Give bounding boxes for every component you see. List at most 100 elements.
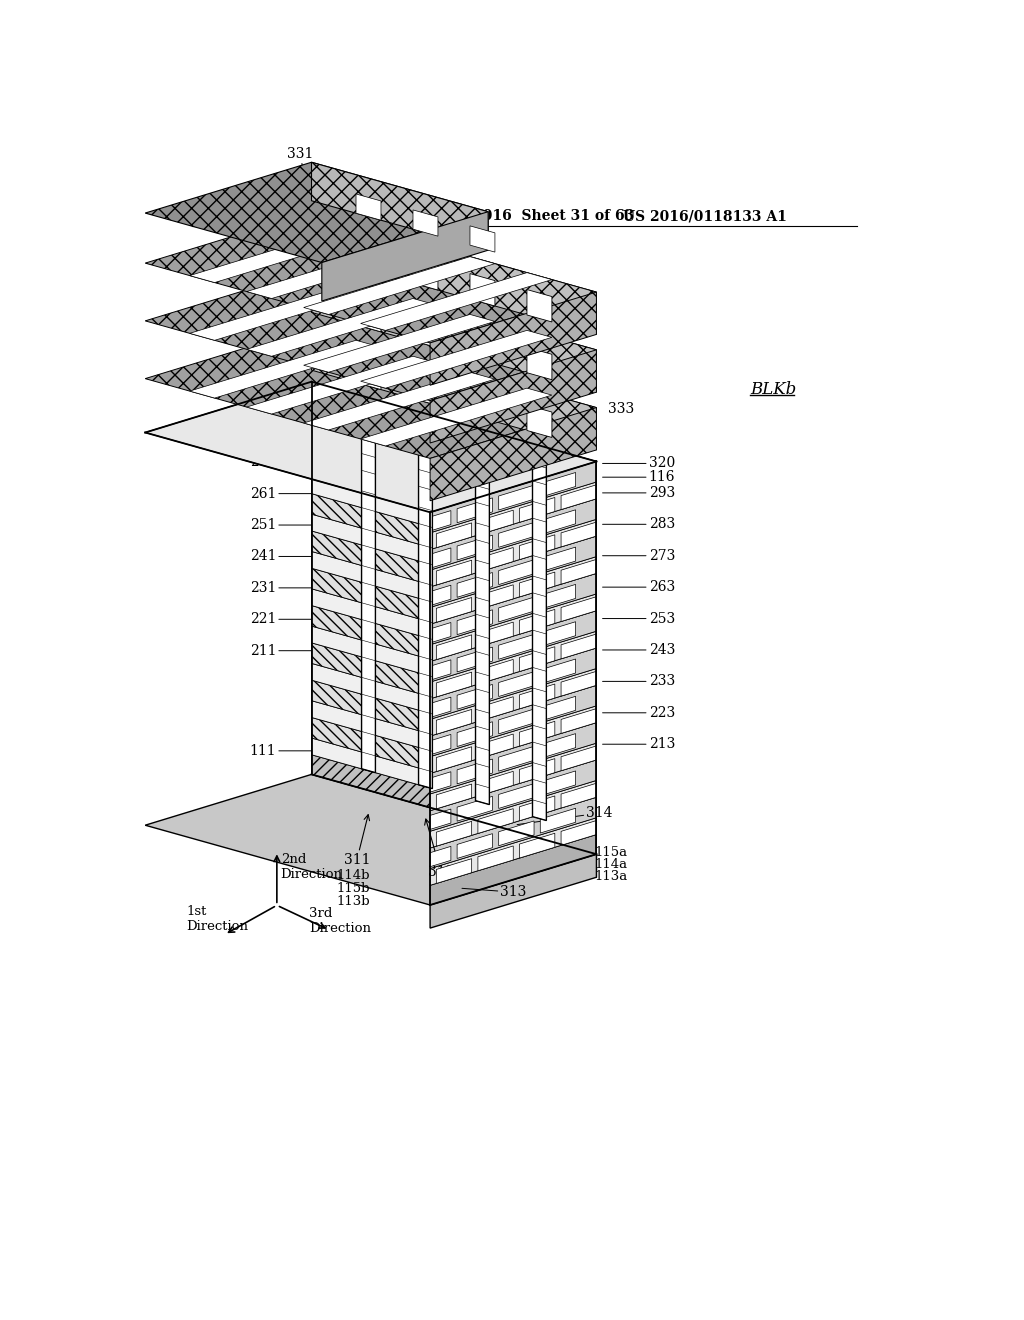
Polygon shape [519, 498, 555, 523]
Polygon shape [304, 314, 495, 372]
Text: 115a: 115a [595, 846, 628, 859]
Polygon shape [430, 706, 596, 774]
Polygon shape [436, 635, 472, 660]
Polygon shape [436, 747, 472, 771]
Polygon shape [541, 622, 575, 647]
Text: Fig.  32: Fig. 32 [374, 269, 504, 301]
Polygon shape [430, 660, 451, 680]
Text: 115b: 115b [336, 882, 370, 895]
Text: 320: 320 [602, 457, 675, 470]
Text: US 2016/0118133 A1: US 2016/0118133 A1 [624, 209, 787, 223]
Polygon shape [430, 834, 596, 906]
Polygon shape [519, 684, 555, 709]
Text: 223: 223 [602, 706, 675, 719]
Polygon shape [561, 672, 596, 696]
Polygon shape [311, 718, 596, 818]
Polygon shape [478, 734, 513, 759]
Polygon shape [457, 573, 493, 598]
Polygon shape [430, 668, 596, 737]
Polygon shape [430, 854, 596, 928]
Text: 333: 333 [608, 403, 634, 417]
Polygon shape [413, 374, 438, 405]
Polygon shape [561, 634, 596, 659]
Polygon shape [527, 289, 552, 322]
Polygon shape [457, 722, 493, 747]
Polygon shape [430, 697, 451, 718]
Polygon shape [145, 775, 596, 906]
Polygon shape [311, 568, 596, 668]
Polygon shape [311, 513, 596, 611]
Text: 233: 233 [602, 675, 675, 689]
Polygon shape [145, 327, 596, 458]
Text: 331: 331 [288, 147, 313, 202]
Polygon shape [436, 859, 472, 883]
Polygon shape [430, 292, 596, 385]
Polygon shape [457, 685, 493, 709]
Polygon shape [532, 444, 547, 821]
Polygon shape [430, 511, 451, 531]
Polygon shape [519, 759, 555, 784]
Polygon shape [189, 341, 381, 399]
Polygon shape [561, 597, 596, 622]
Polygon shape [247, 240, 438, 298]
Polygon shape [311, 403, 596, 499]
Polygon shape [356, 242, 381, 275]
Polygon shape [430, 557, 596, 624]
Polygon shape [356, 300, 381, 331]
Polygon shape [430, 809, 451, 829]
Polygon shape [430, 611, 596, 682]
Polygon shape [311, 701, 596, 797]
Polygon shape [499, 709, 535, 734]
Polygon shape [311, 477, 596, 573]
Polygon shape [499, 672, 535, 697]
Polygon shape [436, 784, 472, 809]
Polygon shape [145, 162, 488, 263]
Polygon shape [311, 606, 596, 706]
Polygon shape [457, 535, 493, 560]
Polygon shape [457, 647, 493, 672]
Polygon shape [499, 635, 535, 659]
Polygon shape [478, 622, 513, 647]
Polygon shape [519, 796, 555, 821]
Polygon shape [519, 572, 555, 597]
Polygon shape [311, 162, 488, 251]
Text: 116: 116 [602, 470, 675, 484]
Text: 114a: 114a [595, 858, 628, 871]
Polygon shape [430, 482, 596, 549]
Polygon shape [430, 623, 451, 643]
Polygon shape [541, 473, 575, 498]
Polygon shape [311, 664, 596, 760]
Polygon shape [189, 282, 381, 341]
Text: 332: 332 [548, 290, 574, 359]
Polygon shape [311, 589, 596, 685]
Text: 273: 273 [602, 549, 675, 562]
Text: 113b: 113b [336, 895, 370, 908]
Text: 263: 263 [602, 579, 675, 594]
Polygon shape [541, 734, 575, 759]
Polygon shape [541, 771, 575, 796]
Polygon shape [430, 350, 596, 444]
Polygon shape [311, 457, 596, 557]
Polygon shape [430, 846, 451, 867]
Polygon shape [430, 585, 451, 606]
Polygon shape [247, 298, 438, 356]
Polygon shape [145, 213, 596, 343]
Polygon shape [430, 760, 596, 832]
Polygon shape [478, 585, 513, 610]
Polygon shape [478, 697, 513, 722]
Polygon shape [436, 672, 472, 697]
Polygon shape [499, 784, 535, 808]
Polygon shape [541, 659, 575, 684]
Polygon shape [519, 610, 555, 634]
Polygon shape [561, 523, 596, 546]
Text: 2nd
Direction: 2nd Direction [281, 853, 343, 880]
Text: 111: 111 [250, 744, 311, 758]
Polygon shape [519, 833, 555, 858]
Text: 312: 312 [425, 818, 454, 879]
Polygon shape [470, 389, 495, 421]
Polygon shape [360, 273, 552, 330]
Polygon shape [247, 356, 438, 414]
Polygon shape [311, 418, 596, 519]
Text: 314: 314 [517, 807, 613, 825]
Polygon shape [561, 560, 596, 585]
